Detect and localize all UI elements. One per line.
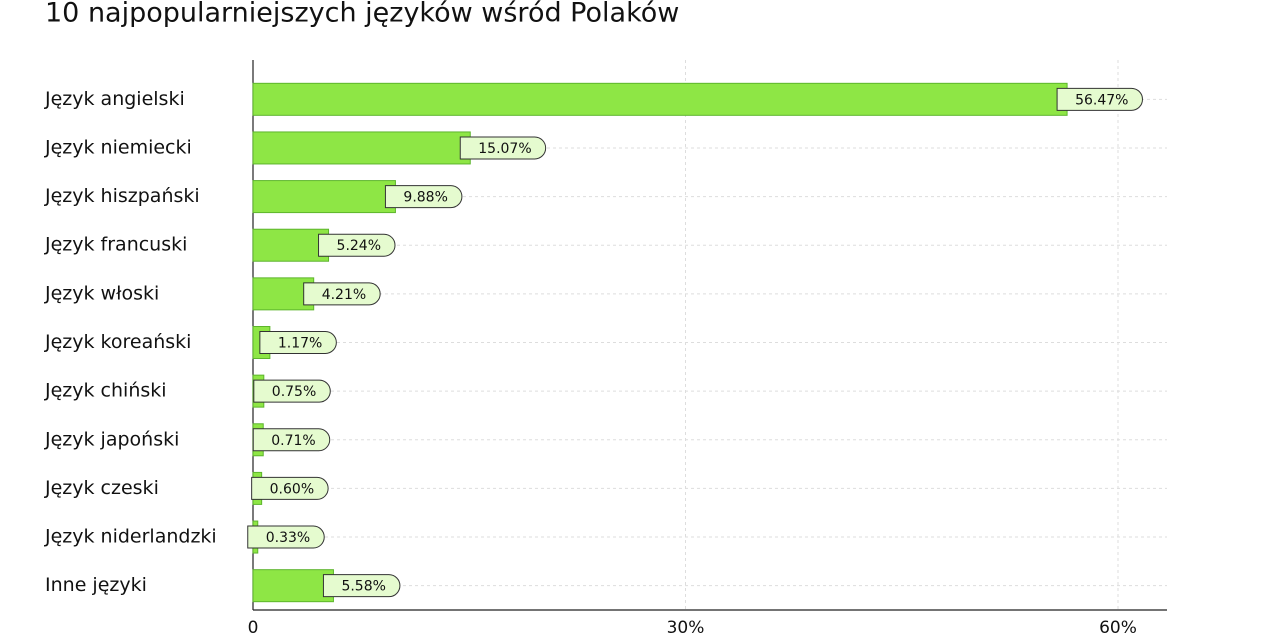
value-label-box bbox=[259, 331, 337, 354]
bar bbox=[252, 180, 396, 214]
value-label: 0.71% bbox=[271, 433, 315, 449]
bar bbox=[252, 228, 330, 262]
category-label: Język niemiecki bbox=[44, 136, 192, 158]
value-label: 0.60% bbox=[270, 481, 314, 497]
value-label-box bbox=[251, 476, 329, 500]
value-label-box bbox=[318, 233, 396, 257]
category-label: Język koreański bbox=[44, 331, 191, 353]
value-label-box bbox=[384, 185, 463, 209]
category-label: Język chiński bbox=[44, 380, 167, 402]
value-label: 56.47% bbox=[1075, 92, 1128, 108]
category-label: Język angielski bbox=[44, 88, 185, 110]
value-label-box bbox=[459, 136, 547, 160]
category-label: Język czeski bbox=[44, 477, 159, 499]
value-label-box bbox=[1056, 87, 1143, 111]
category-label: Język francuski bbox=[44, 234, 187, 256]
x-tick-label: 60% bbox=[1099, 618, 1137, 638]
bar bbox=[252, 82, 1068, 116]
category-label: Język niderlandzki bbox=[44, 526, 217, 548]
category-label: Język hiszpański bbox=[44, 185, 200, 207]
value-label-box bbox=[303, 282, 381, 306]
x-tick-label: 0 bbox=[248, 618, 259, 638]
value-label: 0.75% bbox=[272, 384, 316, 400]
value-label-box bbox=[247, 525, 325, 549]
category-label: Język włoski bbox=[44, 282, 159, 304]
category-label: Język japoński bbox=[44, 428, 179, 450]
value-label: 15.07% bbox=[478, 141, 531, 157]
value-label: 1.17% bbox=[278, 336, 322, 352]
value-label: 0.33% bbox=[266, 530, 310, 546]
value-label: 5.58% bbox=[341, 579, 385, 595]
x-tick-label: 30% bbox=[667, 618, 705, 638]
value-label-box bbox=[253, 379, 331, 403]
value-label: 5.24% bbox=[337, 238, 381, 254]
bar bbox=[252, 569, 334, 603]
value-label-box bbox=[322, 574, 401, 598]
bar bbox=[252, 131, 471, 165]
value-label-box bbox=[252, 428, 331, 452]
chart-title: 10 najpopularniejszych języków wśród Pol… bbox=[45, 0, 679, 29]
category-label: Inne języki bbox=[45, 574, 147, 596]
value-label: 9.88% bbox=[403, 190, 447, 206]
value-label: 4.21% bbox=[322, 287, 366, 303]
